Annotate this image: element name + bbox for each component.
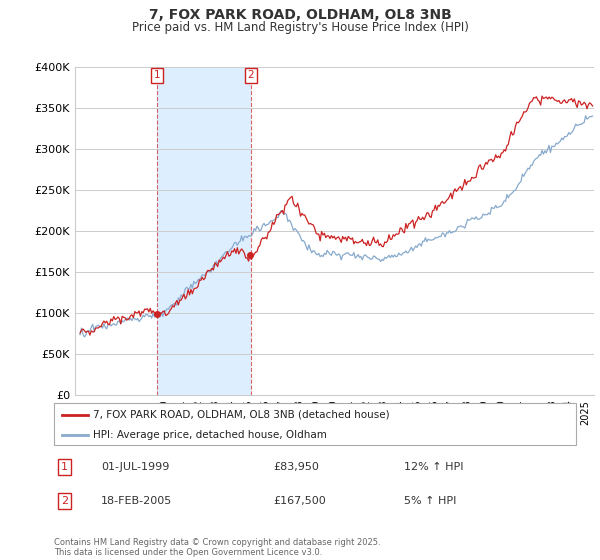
Text: 2: 2 — [247, 71, 254, 81]
Text: HPI: Average price, detached house, Oldham: HPI: Average price, detached house, Oldh… — [93, 430, 327, 440]
Text: 18-FEB-2005: 18-FEB-2005 — [101, 496, 172, 506]
Text: 7, FOX PARK ROAD, OLDHAM, OL8 3NB (detached house): 7, FOX PARK ROAD, OLDHAM, OL8 3NB (detac… — [93, 409, 390, 419]
FancyBboxPatch shape — [54, 403, 576, 445]
Text: £167,500: £167,500 — [273, 496, 326, 506]
Text: 5% ↑ HPI: 5% ↑ HPI — [404, 496, 456, 506]
Text: 12% ↑ HPI: 12% ↑ HPI — [404, 462, 463, 472]
Text: £83,950: £83,950 — [273, 462, 319, 472]
Text: 1: 1 — [61, 462, 68, 472]
Text: 7, FOX PARK ROAD, OLDHAM, OL8 3NB: 7, FOX PARK ROAD, OLDHAM, OL8 3NB — [149, 8, 451, 22]
Bar — [157, 67, 251, 395]
Text: Price paid vs. HM Land Registry's House Price Index (HPI): Price paid vs. HM Land Registry's House … — [131, 21, 469, 34]
Text: Contains HM Land Registry data © Crown copyright and database right 2025.
This d: Contains HM Land Registry data © Crown c… — [54, 538, 380, 557]
Text: 01-JUL-1999: 01-JUL-1999 — [101, 462, 169, 472]
Text: 2: 2 — [61, 496, 68, 506]
Text: 1: 1 — [154, 71, 161, 81]
